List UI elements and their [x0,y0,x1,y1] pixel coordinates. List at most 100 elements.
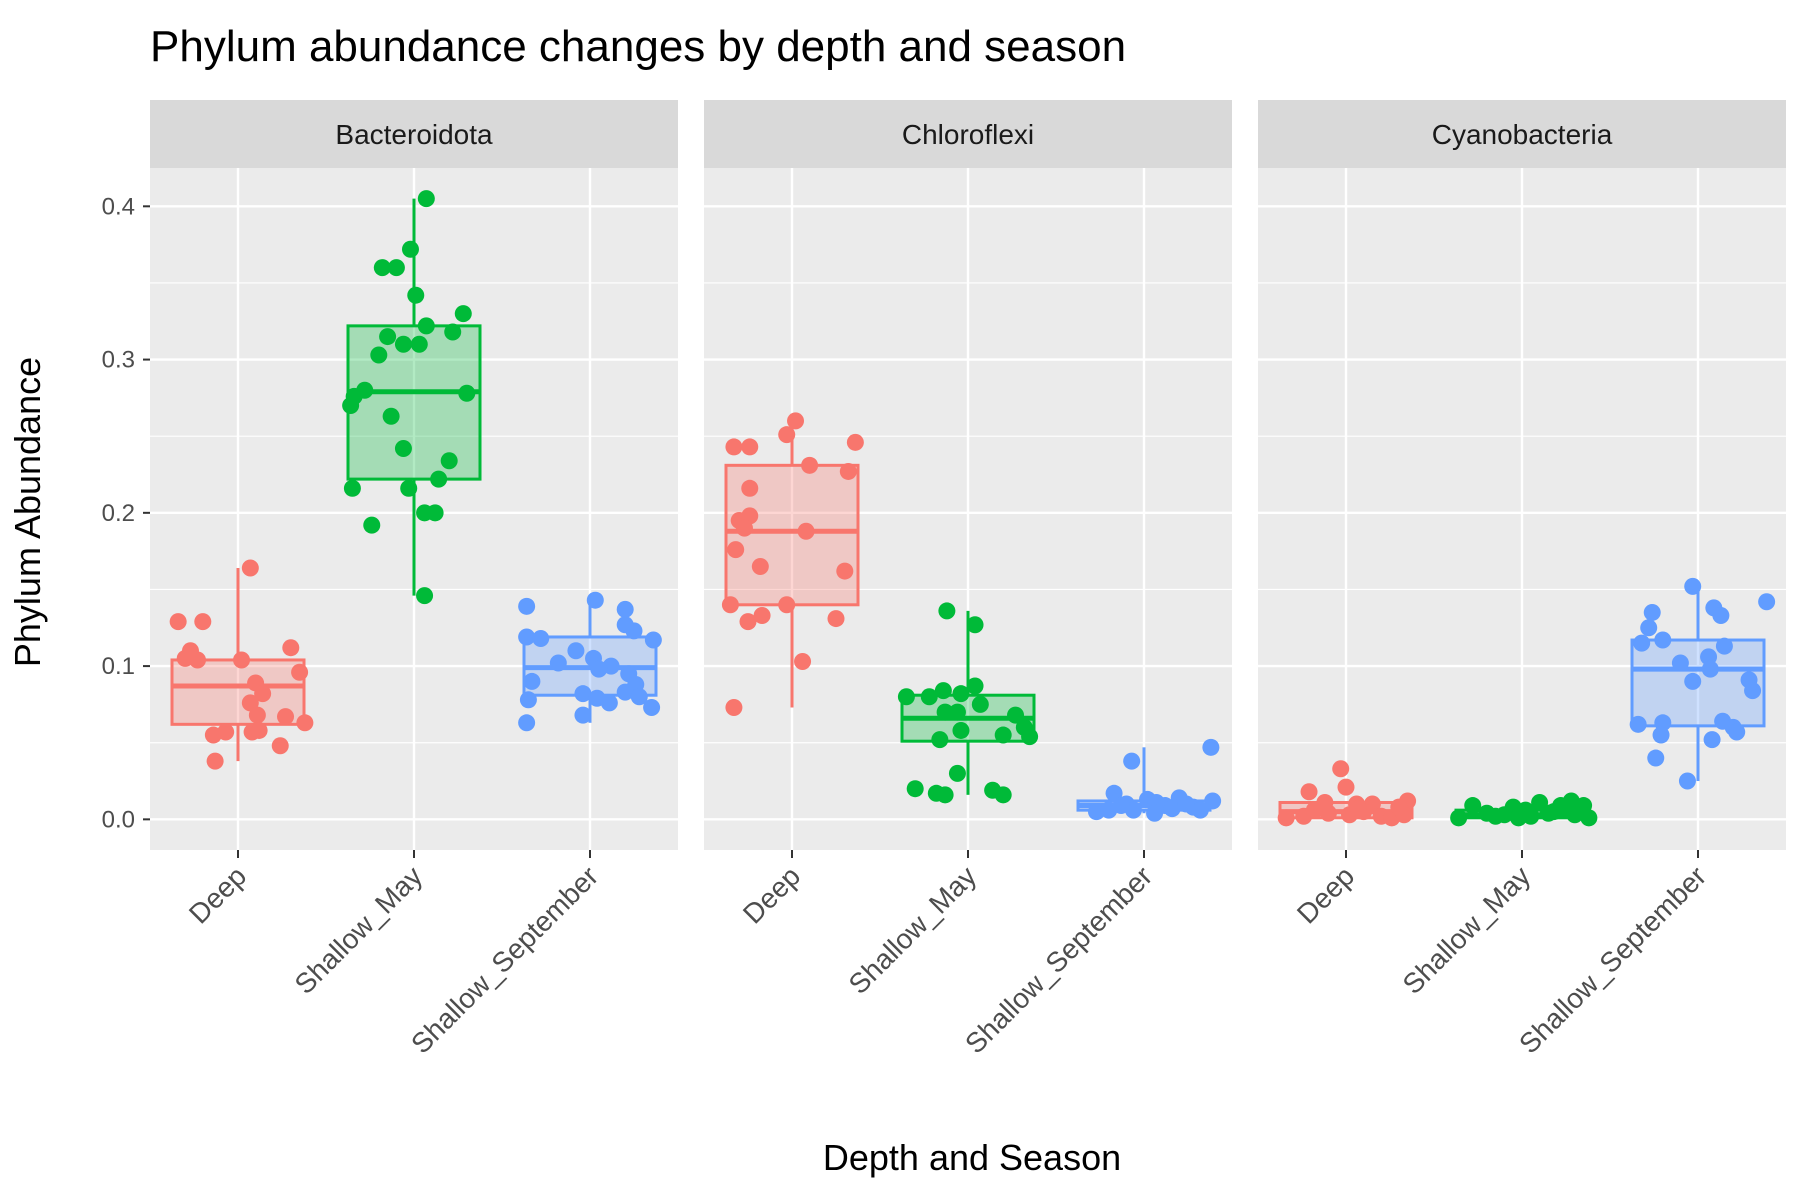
data-point [1654,631,1672,649]
data-point [1509,809,1527,827]
data-point [586,591,604,609]
data-point [574,685,592,703]
data-point [600,694,618,712]
data-point [1123,752,1141,770]
data-point [363,516,381,534]
data-point [727,541,745,559]
data-point [401,240,419,258]
data-point [839,462,857,480]
facet-strip [150,100,678,168]
data-point [971,695,989,713]
data-point [1559,801,1577,819]
box-iqr [346,324,482,481]
data-point [1703,731,1721,749]
data-point [787,412,805,430]
data-point [1007,706,1025,724]
y-tick-label: 0.2 [102,500,135,527]
data-point [590,660,608,678]
data-point [952,721,970,739]
data-point [518,597,536,615]
data-point [518,714,536,732]
data-point [966,677,984,695]
data-point [400,479,418,497]
data-point [741,438,759,456]
data-point [382,407,400,425]
y-tick-label: 0.3 [102,347,135,374]
data-point [936,703,954,721]
data-point [567,642,585,660]
data-point [725,698,743,716]
data-point [282,639,300,657]
data-point [250,721,268,739]
x-tick-label: Shallow_September [405,860,604,1059]
data-point [217,723,235,741]
data-point [342,397,360,415]
x-tick-label: Shallow_May [843,860,983,1000]
data-point [1390,798,1408,816]
data-point [938,602,956,620]
data-point [523,672,541,690]
data-point [277,708,295,726]
data-point [410,335,428,353]
data-point [1337,778,1355,796]
data-point [1671,654,1689,672]
data-point [444,323,462,341]
x-tick-label: Shallow_May [289,860,429,1000]
data-point [1580,809,1598,827]
data-point [616,600,634,618]
data-point [794,652,812,670]
data-point [801,456,819,474]
data-point [519,691,537,709]
y-tick-label: 0.1 [102,653,135,680]
data-point [532,630,550,648]
data-point [827,610,845,628]
x-tick-label: Shallow_September [959,860,1158,1059]
data-point [440,452,458,470]
facet-strip-label: Chloroflexi [902,119,1034,150]
plot-layer: 0.0 0.1 0.2 0.3 0.4 Bacteroidota Deep Shallow_M… [102,100,1786,1059]
data-point [1349,800,1367,818]
data-point [417,317,435,335]
data-point [1087,803,1105,821]
data-point [1684,672,1702,690]
data-point [379,328,397,346]
data-point [948,703,966,721]
data-point [1652,726,1670,744]
data-point [1305,801,1323,819]
data-point [753,607,771,625]
data-point [1643,603,1661,621]
data-point [271,737,289,755]
x-axis-title: Depth and Season [823,1137,1121,1178]
data-point [1678,772,1696,790]
data-point [373,259,391,277]
data-point [1545,803,1563,821]
data-point [1522,807,1540,825]
facet-strip-label: Cyanobacteria [1432,119,1613,150]
data-point [296,714,314,732]
x-tick-label: Deep [183,860,252,929]
data-point [1112,797,1130,815]
data-point [1715,637,1733,655]
data-point [454,305,472,323]
x-tick-label: Deep [737,860,806,929]
data-point [643,698,661,716]
data-point [1163,800,1181,818]
data-point [518,628,536,646]
data-point [735,519,753,537]
data-point [343,479,361,497]
data-point [417,190,435,208]
data-point [931,731,949,749]
data-point [778,596,796,614]
data-point [741,479,759,497]
data-point [751,557,769,575]
data-point [1202,738,1220,756]
data-point [1647,749,1665,767]
data-point [394,335,412,353]
data-point [1629,715,1647,733]
data-point [994,786,1012,804]
facet-strip [704,100,1232,168]
data-point [1487,807,1505,825]
data-point [846,433,864,451]
